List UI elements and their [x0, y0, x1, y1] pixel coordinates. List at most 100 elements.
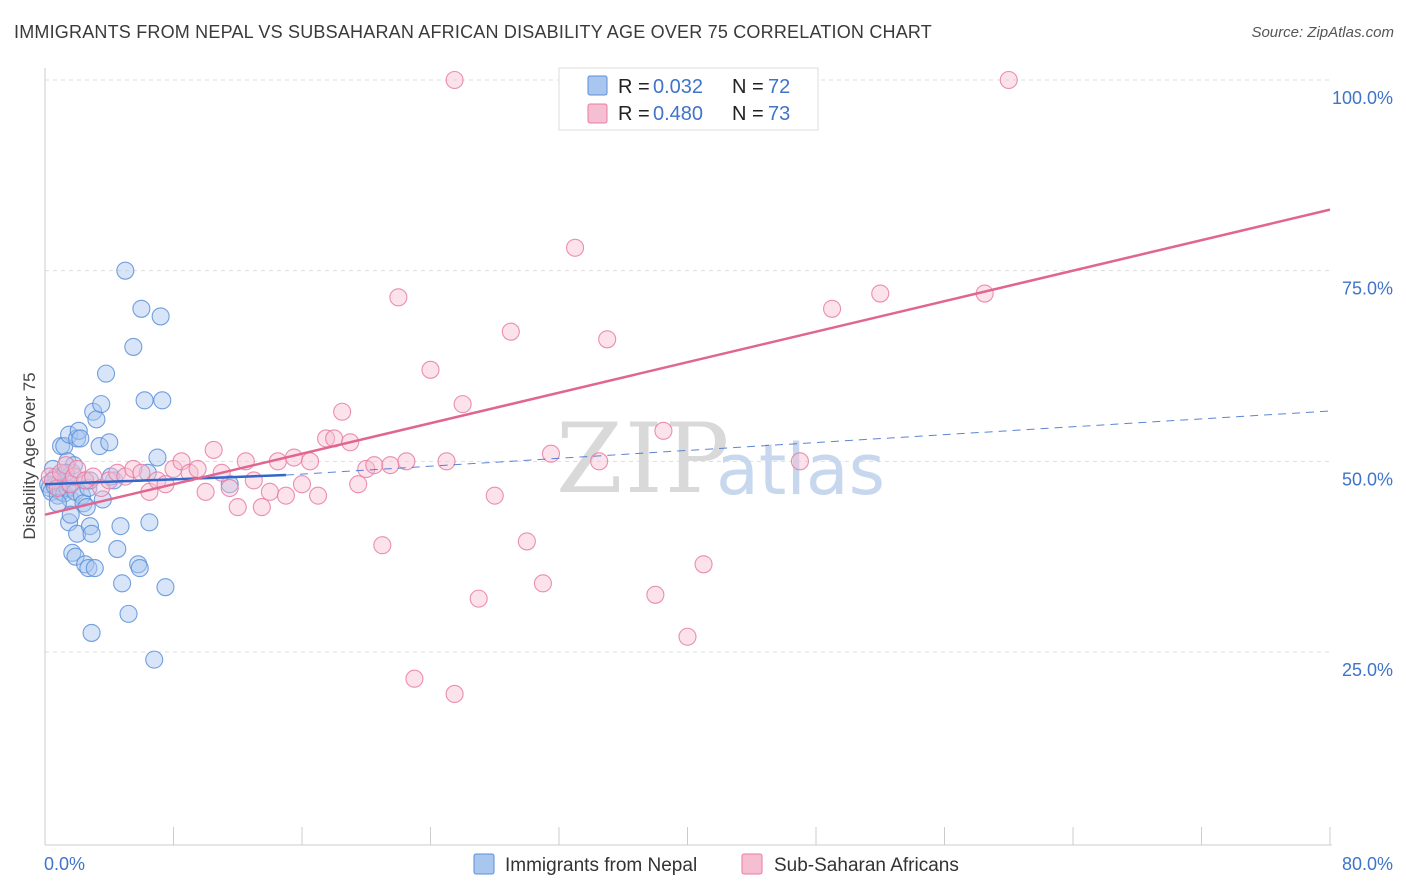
data-point: [541, 444, 561, 463]
data-point: [69, 421, 88, 440]
stats-r-label-nepal: R =: [618, 76, 650, 98]
data-point: [132, 463, 151, 482]
watermark: ZIP atlas: [556, 403, 885, 515]
data-point: [397, 452, 416, 471]
data-point: [445, 70, 464, 90]
data-point: [566, 238, 585, 257]
data-point: [590, 452, 609, 471]
y-tick-label: 25.0%: [1342, 660, 1393, 680]
axes: [44, 68, 1332, 846]
data-point: [694, 555, 713, 574]
data-point: [72, 486, 91, 505]
data-point: [85, 559, 104, 578]
data-point: [485, 486, 504, 505]
data-point: [153, 391, 172, 410]
data-point: [349, 475, 368, 494]
y-tick-label: 50.0%: [1342, 469, 1393, 489]
data-point: [71, 429, 90, 448]
data-point: [300, 452, 320, 471]
stats-n-value-nepal: 72: [768, 76, 790, 98]
data-point: [309, 486, 328, 505]
legend-label-africans: Sub-Saharan Africans: [774, 855, 959, 876]
data-point: [244, 471, 263, 490]
grid-lines: [45, 79, 1330, 653]
data-point: [453, 395, 472, 414]
data-point: [598, 330, 617, 349]
stats-n-label-africans: N =: [732, 103, 764, 125]
data-point: [80, 517, 100, 536]
stats-n-value-africans: 73: [768, 103, 790, 125]
stats-r-value-africans: 0.480: [653, 103, 703, 125]
data-point: [381, 456, 400, 475]
data-point: [79, 559, 98, 578]
trend-line-africans: [44, 208, 1331, 516]
data-point: [654, 421, 673, 440]
data-point: [260, 482, 279, 501]
data-point: [90, 437, 109, 456]
y-tick-label: 100.0%: [1332, 88, 1393, 108]
data-point: [108, 539, 127, 559]
stats-r-value-nepal: 0.032: [653, 76, 703, 98]
series-legend: Immigrants from Nepal Sub-Saharan Africa…: [473, 853, 959, 876]
y-axis-label: Disability Age Over 75: [20, 372, 39, 539]
data-point: [87, 410, 106, 429]
data-point: [151, 307, 170, 326]
data-point: [646, 585, 665, 604]
data-point: [66, 547, 85, 566]
data-point: [196, 482, 215, 501]
data-point: [389, 288, 408, 307]
data-point: [100, 433, 119, 452]
chart-title: IMMIGRANTS FROM NEPAL VS SUBSAHARAN AFRI…: [14, 22, 932, 42]
x-tick-labels: 0.0% 80.0%: [44, 854, 1393, 874]
data-point: [292, 475, 312, 494]
data-points: [39, 70, 1018, 703]
data-point: [82, 623, 101, 642]
data-point: [148, 448, 167, 467]
data-point: [156, 578, 175, 597]
data-point: [140, 513, 159, 532]
data-point: [228, 498, 247, 517]
data-point: [145, 650, 164, 669]
trend-line-nepal-extended: [285, 410, 1331, 476]
data-point: [405, 669, 424, 688]
data-point: [678, 627, 697, 646]
source-credit: Source: ZipAtlas.com: [1251, 24, 1394, 41]
trend-line-nepal: [44, 473, 286, 486]
data-point: [188, 459, 207, 479]
y-tick-label: 75.0%: [1342, 279, 1393, 299]
data-point: [111, 517, 130, 536]
x-tick-label: 0.0%: [44, 854, 85, 874]
stats-r-label-africans: R =: [618, 103, 650, 125]
data-point: [373, 536, 392, 555]
watermark-zip: ZIP: [556, 403, 731, 515]
data-point: [130, 559, 149, 578]
stats-legend: R = 0.032 N = 72 R = 0.480 N = 73: [558, 67, 819, 131]
y-tick-labels: 25.0% 50.0% 75.0% 100.0%: [1332, 88, 1393, 680]
legend-swatch-africans: [741, 853, 763, 875]
stats-swatch-africans: [587, 103, 608, 124]
data-point: [135, 391, 154, 410]
data-point: [469, 589, 488, 608]
data-point: [445, 684, 464, 703]
data-point: [204, 440, 223, 459]
data-point: [96, 364, 116, 383]
stats-swatch-nepal: [587, 75, 608, 96]
data-point: [790, 452, 809, 471]
data-point: [999, 70, 1018, 90]
data-point: [252, 498, 271, 517]
data-point: [276, 486, 295, 505]
data-point: [116, 261, 135, 280]
legend-label-nepal: Immigrants from Nepal: [505, 855, 697, 876]
data-point: [365, 456, 384, 475]
data-point: [501, 322, 520, 341]
data-point: [517, 532, 536, 551]
data-point: [421, 360, 440, 379]
data-point: [119, 604, 138, 623]
legend-swatch-nepal: [473, 853, 495, 875]
data-point: [82, 524, 101, 543]
trend-lines: [44, 208, 1331, 516]
stats-n-label-nepal: N =: [732, 76, 764, 98]
data-point: [823, 299, 842, 318]
data-point: [124, 337, 143, 356]
